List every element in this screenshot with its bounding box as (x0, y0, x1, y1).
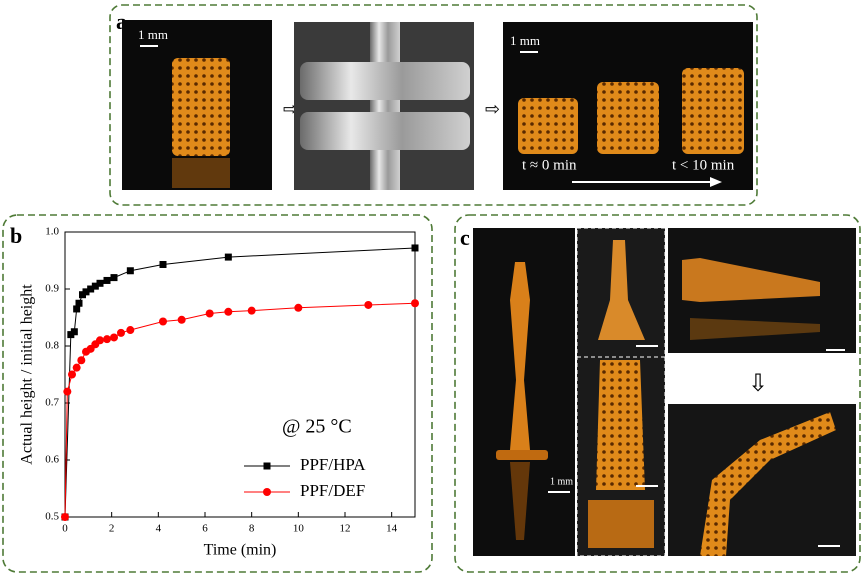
arrow: ⇩ (748, 369, 768, 397)
y-axis-label: Actual height / initial height (19, 284, 36, 465)
x-tick-label: 8 (249, 523, 255, 535)
data-point (68, 370, 76, 379)
reflection (510, 462, 530, 540)
data-point (63, 387, 72, 396)
data-point (75, 299, 83, 307)
data-point (61, 513, 69, 521)
data-point (247, 306, 256, 315)
press-disc (300, 112, 470, 150)
data-point (411, 244, 419, 252)
press-rod (370, 22, 400, 190)
data-point (177, 315, 186, 324)
legend-label: PPF/DEF (300, 481, 365, 500)
data-point (87, 285, 95, 293)
tower-top (598, 240, 645, 340)
data-point (103, 276, 111, 284)
x-tick-label: 6 (202, 523, 208, 535)
data-point (224, 253, 232, 261)
data-point (110, 274, 118, 282)
press-disc (300, 62, 470, 100)
data-point (91, 282, 99, 290)
data-point (411, 299, 419, 308)
arrow: ⇨ (485, 99, 500, 120)
bent-tower (700, 412, 836, 556)
x-tick-label: 14 (386, 523, 398, 535)
x-tick-label: 2 (109, 523, 115, 535)
scale-text: 1 mm (550, 476, 573, 487)
data-point (294, 303, 303, 312)
data-point (73, 305, 81, 313)
panel-label: a (116, 9, 127, 34)
data-point (205, 309, 214, 318)
tower (510, 262, 530, 450)
data-point (126, 267, 134, 275)
data-point (159, 260, 167, 268)
x-tick-label: 4 (156, 523, 162, 535)
annotation: @ 25 °C (282, 416, 352, 438)
panel-c-frame (454, 214, 861, 573)
reflection (172, 158, 230, 188)
scaffold (172, 58, 230, 156)
x-axis-label: Time (min) (204, 542, 277, 559)
chart: 0 2 4 6 8 10 12 14 0.5 0.6 0.7 0.8 0.9 1.0 Time (min) A… (19, 226, 419, 559)
data-point (159, 317, 167, 326)
x-tick-label: 0 (62, 523, 68, 535)
time-arrowhead (710, 177, 722, 187)
x-tick-label: 12 (340, 523, 351, 535)
tower-body (596, 360, 645, 490)
legend-marker (263, 488, 271, 496)
data-point (224, 307, 233, 316)
reflection (690, 318, 820, 340)
data-point (126, 326, 135, 335)
y-tick-label: 0.8 (45, 340, 59, 352)
legend-marker (263, 462, 271, 470)
data-point (110, 333, 118, 342)
y-tick-label: 0.9 (45, 283, 59, 295)
data-point (77, 356, 86, 365)
scale-text: 1 mm (510, 33, 540, 48)
data-point (364, 300, 373, 309)
y-tick-label: 1.0 (45, 226, 59, 238)
y-tick-label: 0.7 (45, 397, 59, 409)
panel-a-frame (109, 4, 758, 206)
tower-base (496, 450, 548, 460)
scaffold (682, 68, 744, 154)
y-tick-label: 0.5 (45, 511, 59, 523)
time-label: t ≈ 0 min (522, 157, 577, 173)
bent-tower (682, 258, 820, 302)
scaffold (597, 82, 659, 154)
data-point (70, 328, 78, 336)
panel-label: b (10, 223, 22, 248)
data-point (103, 335, 111, 344)
plot-frame (64, 231, 416, 518)
y-tick-label: 0.6 (45, 454, 59, 466)
panel-b-frame (2, 214, 433, 573)
data-point (96, 279, 104, 287)
x-tick-label: 10 (293, 523, 305, 535)
data-point (96, 336, 104, 345)
data-point (117, 328, 125, 337)
series-line (64, 247, 416, 518)
tower-base (588, 500, 654, 548)
time-label: t < 10 min (672, 157, 735, 173)
legend-label: PPF/HPA (300, 455, 366, 474)
data-point (72, 363, 81, 372)
scale-text: 1 mm (138, 27, 168, 42)
data-point (82, 288, 90, 296)
panel-label: c (460, 225, 470, 250)
scaffold (518, 98, 578, 154)
